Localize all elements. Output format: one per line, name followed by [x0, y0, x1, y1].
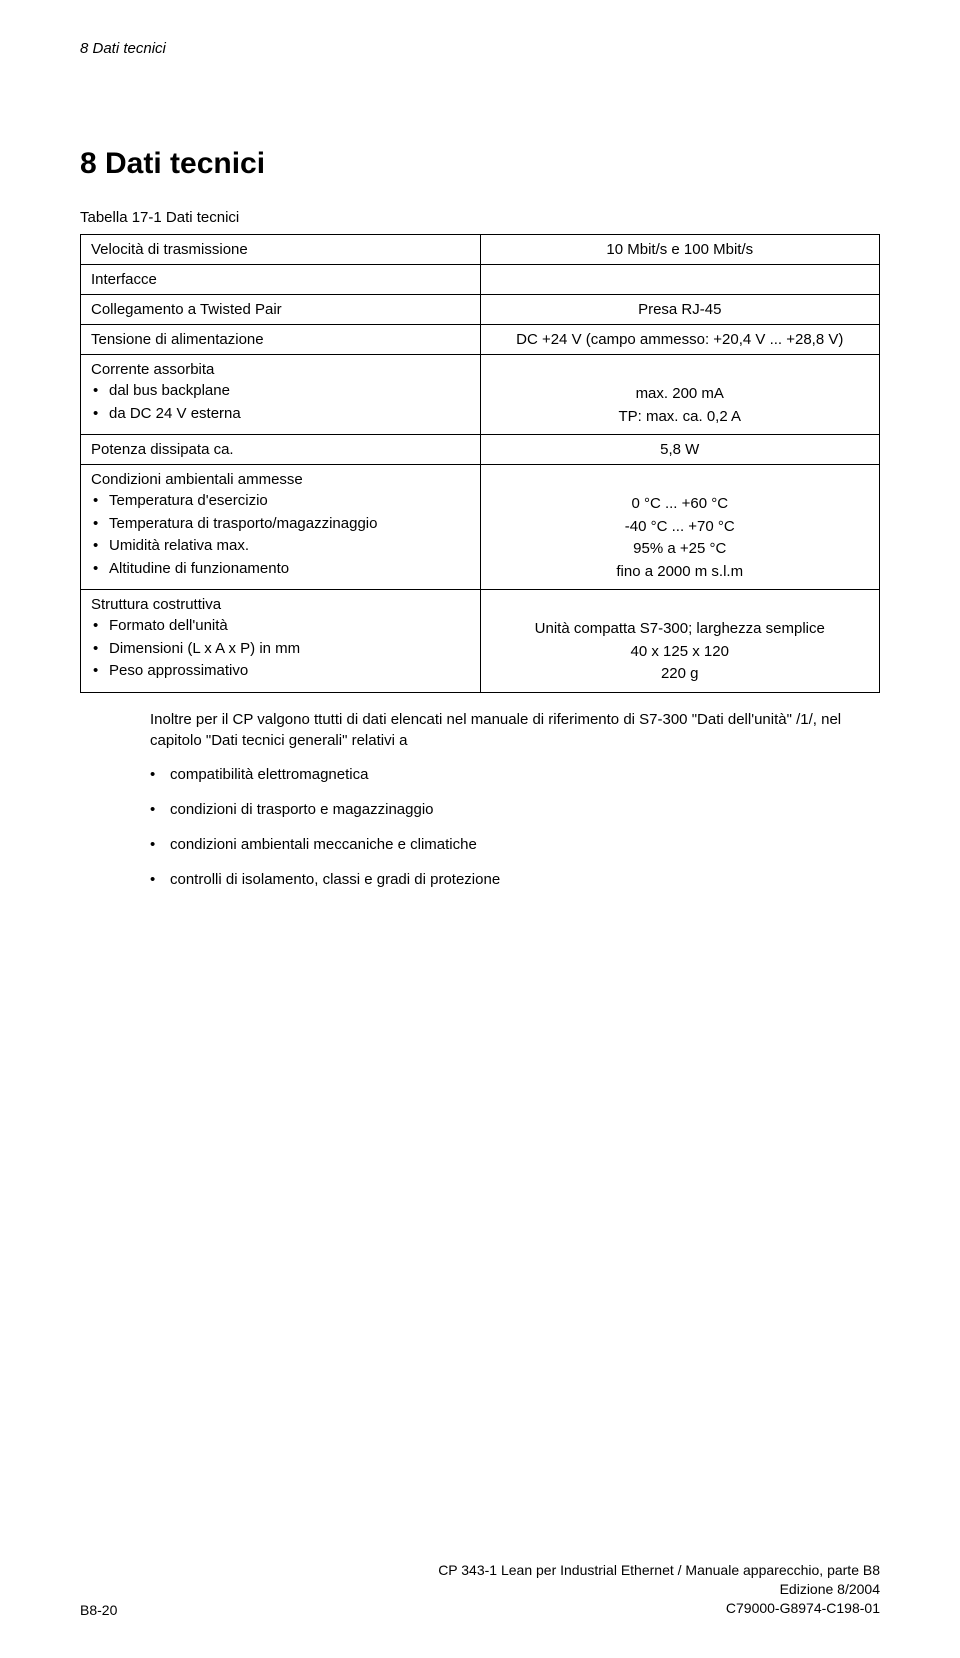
- body-bullet-item: condizioni ambientali meccaniche e clima…: [150, 834, 880, 855]
- table-row-value-list: 0 °C ... +60 °C-40 °C ... +70 °C95% a +2…: [491, 493, 870, 583]
- table-row-value-item: 220 g: [491, 663, 870, 686]
- table-row-value: 0 °C ... +60 °C-40 °C ... +70 °C95% a +2…: [480, 465, 880, 590]
- footer-right-line1: CP 343-1 Lean per Industrial Ethernet / …: [438, 1561, 880, 1580]
- body-bullet-item: controlli di isolamento, classi e gradi …: [150, 869, 880, 890]
- table-row-item: dal bus backplane: [91, 380, 470, 403]
- table-row-item: Temperatura d'esercizio: [91, 490, 470, 513]
- tech-data-table: Velocità di trasmissione10 Mbit/s e 100 …: [80, 234, 880, 693]
- body-bullet-list: compatibilità elettromagnetica condizioni…: [150, 764, 880, 890]
- body-bullet-item: compatibilità elettromagnetica: [150, 764, 880, 785]
- body-bullet-item: condizioni di trasporto e magazzinaggio: [150, 799, 880, 820]
- table-row-item-list: Temperatura d'esercizioTemperatura di tr…: [91, 490, 470, 580]
- table-row-value-item: 95% a +25 °C: [491, 538, 870, 561]
- table-row-label: Corrente assorbita dal bus backplaneda DC…: [81, 355, 481, 435]
- table-row-value: DC +24 V (campo ammesso: +20,4 V ... +28…: [480, 325, 880, 355]
- table-row-label: Struttura costruttiva Formato dell'unitàD…: [81, 590, 481, 693]
- table-row-label: Potenza dissipata ca.: [81, 435, 481, 465]
- table-row-item: Formato dell'unità: [91, 615, 470, 638]
- table-row-value: Unità compatta S7-300; larghezza semplic…: [480, 590, 880, 693]
- table-row-value-list: max. 200 mATP: max. ca. 0,2 A: [491, 383, 870, 428]
- table-row-label: Interfacce: [81, 265, 481, 295]
- footer-right-line3: C79000-G8974-C198-01: [438, 1599, 880, 1618]
- table-row-value-item: 40 x 125 x 120: [491, 641, 870, 664]
- table-row-value: max. 200 mATP: max. ca. 0,2 A: [480, 355, 880, 435]
- footer-right: CP 343-1 Lean per Industrial Ethernet / …: [438, 1561, 880, 1618]
- table-row-header: Struttura costruttiva: [91, 596, 470, 613]
- body-paragraph: Inoltre per il CP valgono ttutti di dati…: [150, 709, 880, 753]
- page-footer: B8-20 CP 343-1 Lean per Industrial Ether…: [80, 1561, 880, 1618]
- table-row-item: da DC 24 V esterna: [91, 403, 470, 426]
- table-row-header: Condizioni ambientali ammesse: [91, 471, 470, 488]
- table-row-item-list: Formato dell'unitàDimensioni (L x A x P)…: [91, 615, 470, 683]
- table-row-value-item: max. 200 mA: [491, 383, 870, 406]
- table-row-item: Umidità relativa max.: [91, 535, 470, 558]
- running-header: 8 Dati tecnici: [80, 40, 880, 57]
- table-row-item: Temperatura di trasporto/magazzinaggio: [91, 513, 470, 536]
- table-row-item: Peso approssimativo: [91, 660, 470, 683]
- table-row-value-item: TP: max. ca. 0,2 A: [491, 406, 870, 429]
- table-row-label: Collegamento a Twisted Pair: [81, 295, 481, 325]
- table-row-value-item: Unità compatta S7-300; larghezza semplic…: [491, 618, 870, 641]
- table-row-value-list: Unità compatta S7-300; larghezza semplic…: [491, 618, 870, 686]
- table-row-label: Tensione di alimentazione: [81, 325, 481, 355]
- footer-right-line2: Edizione 8/2004: [438, 1580, 880, 1599]
- section-title: 8 Dati tecnici: [80, 147, 880, 181]
- table-row-item: Dimensioni (L x A x P) in mm: [91, 638, 470, 661]
- table-row-label: Velocità di trasmissione: [81, 235, 481, 265]
- table-row-item: Altitudine di funzionamento: [91, 558, 470, 581]
- table-row-header: Corrente assorbita: [91, 361, 470, 378]
- table-row-value-item: fino a 2000 m s.l.m: [491, 561, 870, 584]
- table-row-value: 10 Mbit/s e 100 Mbit/s: [480, 235, 880, 265]
- table-row-value-item: -40 °C ... +70 °C: [491, 516, 870, 539]
- table-row-value-item: 0 °C ... +60 °C: [491, 493, 870, 516]
- table-row-label: Condizioni ambientali ammesse Temperatura…: [81, 465, 481, 590]
- table-row-value: Presa RJ-45: [480, 295, 880, 325]
- table-row-value: 5,8 W: [480, 435, 880, 465]
- table-row-item-list: dal bus backplaneda DC 24 V esterna: [91, 380, 470, 425]
- page: 8 Dati tecnici 8 Dati tecnici Tabella 17…: [0, 0, 960, 1658]
- footer-left: B8-20: [80, 1602, 117, 1618]
- table-caption: Tabella 17-1 Dati tecnici: [80, 209, 880, 226]
- table-row-value: [480, 265, 880, 295]
